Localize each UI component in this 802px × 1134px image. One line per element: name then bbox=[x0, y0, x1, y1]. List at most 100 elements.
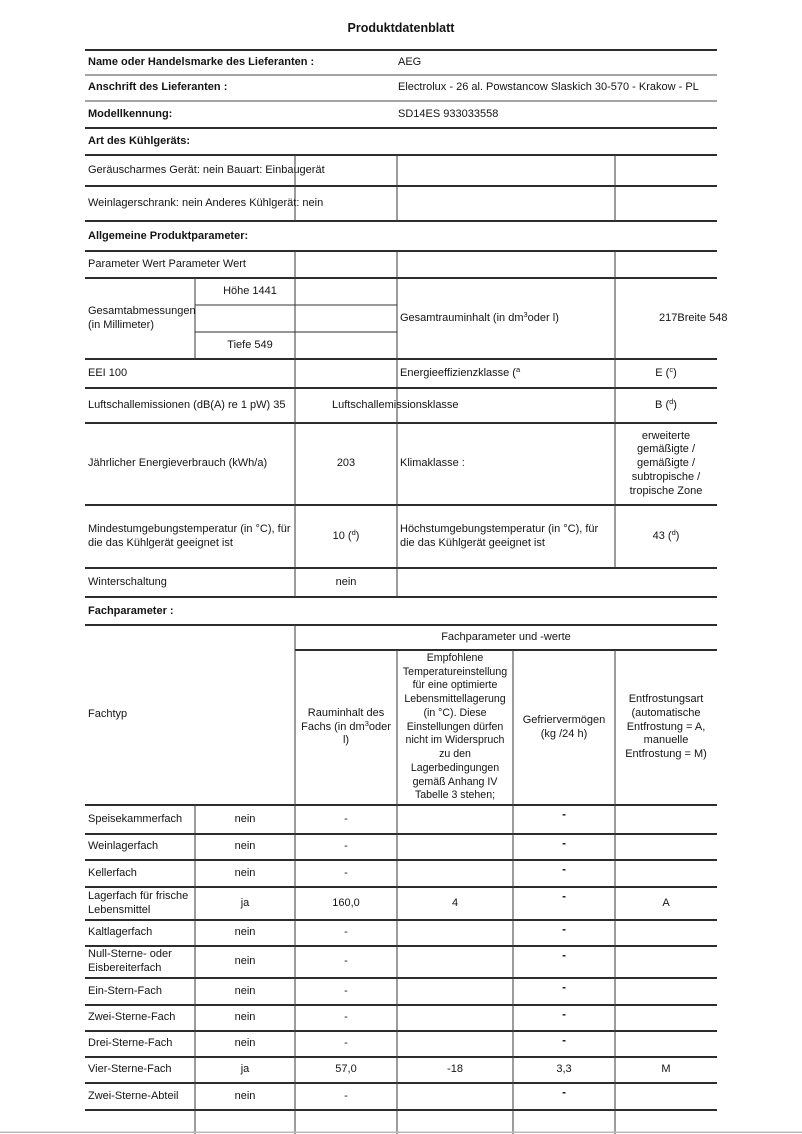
annual-energy-value: 203 bbox=[336, 457, 356, 470]
min-ambient-temp-value-pre: 10 ( bbox=[332, 529, 352, 542]
compartment-present: nein bbox=[234, 1037, 256, 1050]
compartment-defrost bbox=[615, 1005, 717, 1031]
supplier-name-value: AEG bbox=[398, 55, 422, 68]
annual-energy-label: Jährlicher Energieverbrauch (kWh/a) bbox=[88, 457, 268, 470]
min-ambient-temp-label: Mindestumgebungstemperatur (in °C), für … bbox=[88, 522, 291, 549]
compartment-volume: - bbox=[344, 926, 348, 939]
compartment-present: nein bbox=[234, 1011, 256, 1024]
compartment-temp bbox=[397, 860, 513, 887]
compartment-freeze-capacity: - bbox=[562, 924, 566, 936]
min-ambient-temp-value-sup: d bbox=[351, 527, 356, 537]
depth-value: Tiefe 549 bbox=[227, 338, 273, 351]
compartment-volume: - bbox=[344, 812, 348, 825]
compartment-volume: - bbox=[344, 1037, 348, 1050]
compartment-defrost bbox=[615, 1083, 717, 1110]
section-heading-general: Allgemeine Produktparameter: bbox=[88, 230, 249, 243]
compartment-temp bbox=[397, 946, 513, 978]
compartment-label: Lagerfach für frische Lebensmittel bbox=[88, 889, 189, 916]
compartment-label: Zwei-Sterne-Abteil bbox=[88, 1089, 179, 1102]
compartment-defrost bbox=[615, 946, 717, 978]
compartment-freeze-capacity: - bbox=[562, 891, 566, 903]
compartment-label: Kaltlagerfach bbox=[88, 926, 153, 939]
compartment-defrost bbox=[615, 805, 717, 834]
noise-class-value-post: ) bbox=[673, 398, 677, 411]
compartment-label: Weinlagerfach bbox=[88, 840, 159, 853]
compartment-defrost bbox=[615, 978, 717, 1005]
supplier-name-label: Name oder Handelsmarke des Lieferanten : bbox=[88, 55, 315, 68]
compartment-volume: - bbox=[344, 1089, 348, 1102]
efficiency-class-value-pre: E ( bbox=[655, 366, 670, 379]
min-ambient-temp-value: 10 (d) bbox=[295, 505, 397, 568]
compartment-present: nein bbox=[234, 955, 256, 968]
model-id-label: Modellkennung: bbox=[88, 107, 173, 120]
compartment-defrost: M bbox=[661, 1063, 671, 1076]
compartment-defrost bbox=[615, 860, 717, 887]
col-header-fachtyp: Fachtyp bbox=[88, 708, 128, 721]
max-ambient-temp-value-pre: 43 ( bbox=[652, 529, 672, 542]
total-volume-label-pre: Gesamtrauminhalt (in dm bbox=[400, 311, 524, 324]
compartment-present: ja bbox=[240, 896, 250, 909]
compartment-present: nein bbox=[234, 926, 256, 939]
compartment-label: Drei-Sterne-Fach bbox=[88, 1037, 173, 1050]
compartment-volume: - bbox=[344, 1011, 348, 1024]
total-volume-value: 217Breite 548 bbox=[659, 311, 728, 324]
compartment-temp: 4 bbox=[451, 896, 459, 909]
compartment-label: Zwei-Sterne-Fach bbox=[88, 1011, 176, 1024]
compartment-present: nein bbox=[234, 1089, 256, 1102]
section-heading-compartments: Fachparameter : bbox=[88, 605, 174, 618]
compartment-label: Null-Sterne- oder Eisbereiterfach bbox=[88, 948, 172, 974]
compartment-label: Ein-Stern-Fach bbox=[88, 984, 162, 997]
compartment-freeze-capacity: - bbox=[562, 1009, 566, 1021]
compartment-freeze-capacity: - bbox=[562, 950, 566, 962]
compartment-freeze-capacity: - bbox=[562, 982, 566, 994]
col-header-rauminhalt: Rauminhalt des Fachs (in dm3oder l) bbox=[298, 650, 394, 805]
climate-class-value: erweiterte gemäßigte / gemäßigte / subtr… bbox=[629, 429, 703, 497]
type-row-wine-other: Weinlagerschrank: nein Anderes Kühlgerät… bbox=[88, 196, 324, 209]
max-ambient-temp-value-sup: d bbox=[671, 527, 676, 537]
efficiency-class-value-post: ) bbox=[673, 366, 677, 379]
compartment-present: nein bbox=[234, 812, 256, 825]
compartment-temp: -18 bbox=[447, 1063, 463, 1076]
total-volume-label-post: oder l) bbox=[527, 311, 559, 324]
col-header-entfrostungsart: Entfrostungsart (automatische Entfrostun… bbox=[625, 693, 707, 761]
compartment-present: nein bbox=[234, 866, 256, 879]
total-volume-label-sup: 3 bbox=[523, 309, 528, 319]
col-header-rauminhalt-post: oder l) bbox=[342, 720, 391, 747]
height-value: Höhe 1441 bbox=[223, 284, 277, 297]
col-header-rauminhalt-text: Rauminhalt des Fachs (in dm3oder l) bbox=[298, 707, 394, 748]
min-ambient-temp-value-post: ) bbox=[355, 529, 360, 542]
total-volume-label: Gesamtrauminhalt (in dm 3 oder l) bbox=[400, 278, 616, 359]
compartment-temp bbox=[397, 1083, 513, 1110]
compartment-temp bbox=[397, 978, 513, 1005]
page-title: Produktdatenblatt bbox=[347, 21, 455, 36]
col-header-rauminhalt-sup: 3 bbox=[364, 718, 369, 728]
col-header-temperature: Empfohlene Temperatureinstellung für ein… bbox=[402, 651, 508, 802]
col-header-rauminhalt-pre: Rauminhalt des Fachs (in dm bbox=[301, 706, 385, 733]
compartment-temp bbox=[397, 805, 513, 834]
section-heading-type: Art des Kühlgeräts: bbox=[88, 135, 191, 148]
compartment-label: Kellerfach bbox=[88, 866, 137, 879]
compartment-volume: - bbox=[344, 840, 348, 853]
compartment-volume: 57,0 bbox=[335, 1063, 357, 1076]
efficiency-class-label-pre: Energieeffizienzklasse ( bbox=[400, 366, 516, 379]
compartment-freeze-capacity: - bbox=[562, 864, 566, 876]
col-header-gefriervermoegen: Gefriervermögen (kg /24 h) bbox=[522, 713, 606, 740]
max-ambient-temp-label: Höchstumgebungstemperatur (in °C), für d… bbox=[400, 522, 599, 549]
winter-setting-label: Winterschaltung bbox=[88, 575, 167, 588]
compartment-present: nein bbox=[234, 840, 256, 853]
compartment-present: nein bbox=[234, 984, 256, 997]
compartment-freeze-capacity: - bbox=[562, 1035, 566, 1047]
compartment-temp bbox=[397, 834, 513, 860]
compartment-volume: 160,0 bbox=[332, 896, 360, 909]
param-header-row: Parameter Wert Parameter Wert bbox=[88, 257, 246, 270]
model-id-value: SD14ES 933033558 bbox=[398, 107, 499, 120]
noise-emission-label: Luftschallemissionen (dB(A) re 1 pW) 35 bbox=[88, 398, 286, 411]
noise-class-label: Luftschallemissionsklasse bbox=[332, 398, 459, 411]
compartment-defrost bbox=[615, 1031, 717, 1057]
climate-class-label: Klimaklasse : bbox=[400, 457, 465, 470]
compartment-temp bbox=[397, 1031, 513, 1057]
compartment-defrost: A bbox=[662, 896, 670, 909]
compartment-label: Vier-Sterne-Fach bbox=[88, 1063, 172, 1076]
compartment-table-header: Fachparameter und -werte bbox=[441, 630, 571, 643]
